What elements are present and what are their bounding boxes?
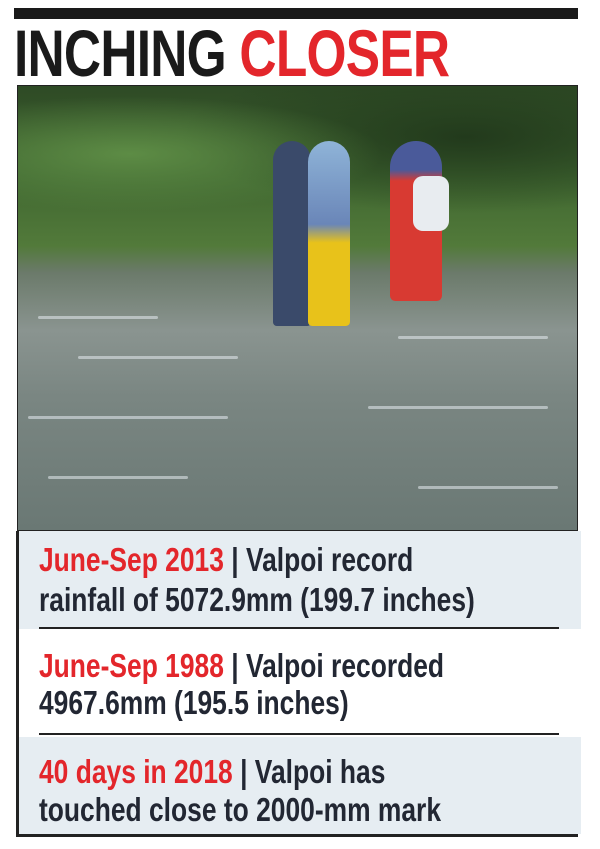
fact-1988: June-Sep 1988 | Valpoi recorded 4967.6mm… bbox=[19, 629, 581, 737]
person-2 bbox=[308, 141, 350, 326]
fact-date: June-Sep 1988 bbox=[39, 647, 224, 684]
top-rule bbox=[14, 8, 578, 19]
fact-date: 40 days in 2018 bbox=[39, 753, 233, 790]
white-bag bbox=[413, 176, 449, 231]
divider bbox=[39, 627, 559, 629]
fact-text-line2: touched close to 2000-mm mark bbox=[39, 791, 442, 828]
separator: | bbox=[232, 753, 255, 790]
fact-text: Valpoi has bbox=[254, 753, 386, 790]
ripple bbox=[368, 406, 548, 409]
ripple bbox=[28, 416, 228, 419]
headline-black: INCHING bbox=[14, 16, 227, 90]
facts-panel: June-Sep 2013 | Valpoi record rainfall o… bbox=[16, 531, 581, 837]
ripple bbox=[418, 486, 558, 489]
fact-text-line2: rainfall of 5072.9mm (199.7 inches) bbox=[39, 581, 475, 618]
ripple bbox=[38, 316, 158, 319]
headline: INCHING CLOSER bbox=[14, 14, 450, 92]
fact-date: June-Sep 2013 bbox=[39, 541, 224, 578]
divider bbox=[39, 733, 559, 735]
separator: | bbox=[223, 647, 246, 684]
ripple bbox=[48, 476, 188, 479]
fact-text-line2: 4967.6mm (195.5 inches) bbox=[39, 684, 349, 721]
ripple bbox=[78, 356, 238, 359]
fact-2013: June-Sep 2013 | Valpoi record rainfall o… bbox=[19, 531, 581, 629]
fact-2018: 40 days in 2018 | Valpoi has touched clo… bbox=[19, 737, 581, 834]
ripple bbox=[398, 336, 548, 339]
fact-text: Valpoi record bbox=[245, 541, 414, 578]
person-1 bbox=[273, 141, 311, 326]
headline-red: CLOSER bbox=[239, 16, 450, 90]
separator: | bbox=[223, 541, 246, 578]
fact-text: Valpoi recorded bbox=[245, 647, 445, 684]
flood-photo bbox=[17, 85, 578, 531]
